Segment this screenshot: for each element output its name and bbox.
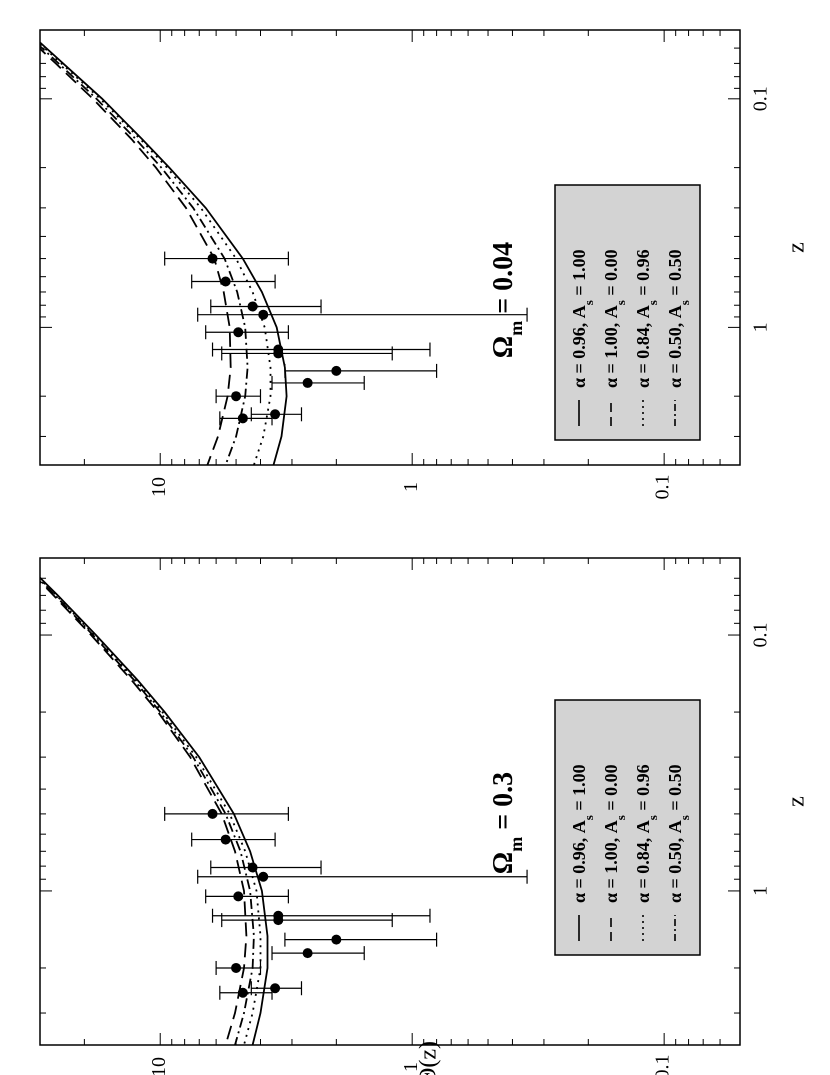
theta-tick-label: 10 (148, 1057, 170, 1075)
data-point (247, 862, 258, 873)
data-point (273, 348, 284, 359)
theta-tick-label: 0.1 (652, 1055, 674, 1075)
legend-label-2: α = 1.00, As = 0.00 (601, 249, 628, 388)
panel-1: 0.1 1 10 0.1 1 z Θ(z) α = 0.96, As = 1.00α = 1.… (39, 557, 810, 1075)
series-line-2 (40, 580, 248, 1045)
legend-box (554, 699, 701, 956)
plot-frame (39, 557, 741, 1046)
series-line-3 (40, 577, 262, 1045)
y-axis-label: Θ(z) (416, 1041, 442, 1075)
legend-label-1: α = 0.96, As = 1.00 (569, 249, 596, 388)
data-point (258, 309, 269, 320)
series-line-1 (40, 41, 288, 465)
x-axis-label: z (784, 242, 810, 253)
data-point (220, 276, 231, 287)
z-tick-label: 1 (750, 886, 772, 896)
legend-label-3: α = 0.84, As = 0.96 (633, 249, 660, 388)
legend-label-2: α = 1.00, As = 0.00 (601, 764, 628, 903)
legend-label-1: α = 0.96, As = 1.00 (569, 764, 596, 903)
z-tick-label: 1 (750, 322, 772, 332)
series-line-4 (40, 578, 255, 1045)
data-point (231, 391, 242, 402)
data-point (331, 365, 342, 376)
series-line-2 (40, 47, 232, 465)
data-point (233, 891, 244, 902)
panel-label: Ωm = 0.04 (488, 242, 526, 358)
data-point (237, 987, 248, 998)
theta-tick-label: 1 (400, 482, 422, 492)
theta-tick-label: 0.1 (652, 475, 674, 500)
data-point (258, 871, 269, 882)
legend-label-4: α = 0.50, As = 0.50 (665, 764, 692, 903)
series-line-3 (40, 42, 272, 465)
data-point (231, 962, 242, 973)
data-point (220, 834, 231, 845)
data-point (207, 808, 218, 819)
series-line-1 (40, 576, 269, 1045)
z-tick-label: 0.1 (750, 623, 772, 648)
plot-frame (39, 29, 741, 466)
data-point (302, 948, 313, 959)
data-point (233, 327, 244, 338)
z-tick-label: 0.1 (750, 86, 772, 111)
data-point (207, 253, 218, 264)
data-point (237, 413, 248, 424)
legend-label-4: α = 0.50, As = 0.50 (665, 249, 692, 388)
series-line-4 (40, 44, 249, 465)
panel-2: 0.1 1 10 0.1 1 z α = 0.96, As = 1.00α = 1.00, … (39, 29, 810, 500)
data-point (302, 377, 313, 388)
data-point (331, 934, 342, 945)
theta-tick-label: 1 (400, 1062, 422, 1072)
panel-label: Ωm = 0.3 (488, 772, 526, 874)
x-axis-label: z (784, 796, 810, 807)
data-point (273, 915, 284, 926)
legend-label-3: α = 0.84, As = 0.96 (633, 764, 660, 903)
theta-tick-label: 10 (148, 477, 170, 497)
legend-box (554, 184, 701, 441)
data-point (247, 301, 258, 312)
